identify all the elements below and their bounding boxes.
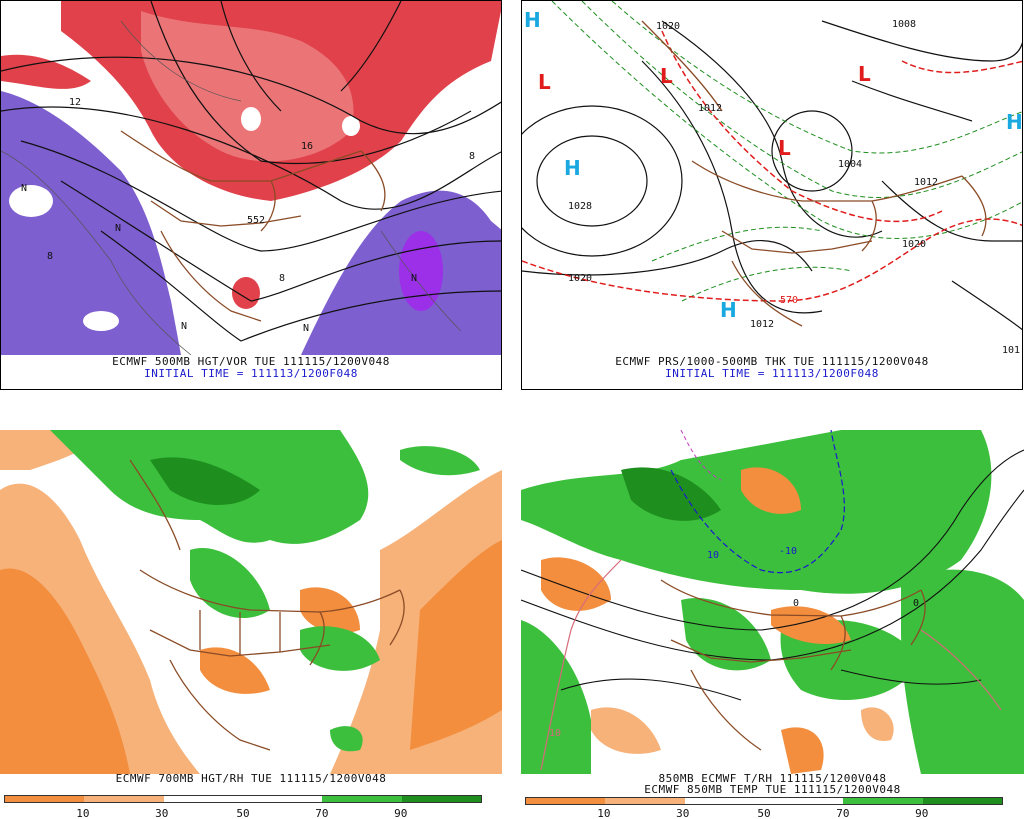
- panel-pressure-thickness: H H H H L L L L 1020 1028 1020 1012 1004…: [521, 0, 1023, 390]
- isobar-label: 1012: [750, 319, 774, 330]
- high-pressure-symbol: H: [564, 156, 581, 180]
- isobar-label: 1028: [568, 201, 592, 212]
- low-pressure-symbol: L: [858, 62, 871, 86]
- isobar-label: 1008: [892, 19, 916, 30]
- high-pressure-symbol: H: [1006, 110, 1023, 134]
- contour-label: 8: [279, 273, 285, 284]
- rh-colorbar: [4, 795, 482, 803]
- panel-850mb-temp-rh: 10 -10 10 0 0 850MB ECMWF T/RH 111115/12…: [521, 430, 1024, 819]
- temp-contour-label: -10: [779, 546, 797, 557]
- colorbar-tick: 50: [757, 807, 771, 819]
- contour-label: N: [181, 321, 187, 332]
- colorbar-tick: 10: [597, 807, 611, 819]
- rh-colorbar: [525, 797, 1003, 805]
- contour-label: 8: [469, 151, 475, 162]
- low-pressure-symbol: L: [778, 136, 791, 160]
- temp-contour-label: 0: [793, 598, 799, 609]
- colorbar-tick: 30: [676, 807, 690, 819]
- panel-700mb-rh: ECMWF 700MB HGT/RH TUE 111115/1200V048 1…: [0, 430, 502, 819]
- isobar-label: 101: [1002, 345, 1020, 355]
- negative-vorticity-area: [1, 91, 181, 355]
- temp-contour-label: 0: [913, 598, 919, 609]
- low-pressure-symbol: L: [538, 70, 551, 94]
- isobar-label: 1020: [902, 239, 926, 250]
- colorbar-tick: 90: [394, 807, 408, 819]
- pressure-thickness-map: H H H H L L L L 1020 1028 1020 1012 1004…: [522, 1, 1023, 355]
- vorticity-map: 552 8 8 8 12 16 N N N N N: [1, 1, 501, 355]
- contour-label: 16: [301, 141, 313, 152]
- panel-500mb-vorticity: 552 8 8 8 12 16 N N N N N ECMWF 500MB HG…: [0, 0, 502, 390]
- high-pressure-symbol: H: [524, 8, 541, 32]
- moist-area: [521, 430, 992, 594]
- contour-label: 12: [69, 97, 81, 108]
- colorbar-tick: 50: [236, 807, 250, 819]
- caption-pressure-thickness: ECMWF PRS/1000-500MB THK TUE 111115/1200…: [615, 355, 929, 368]
- rh-700mb-map: [0, 430, 502, 774]
- temp-rh-850mb-map: 10 -10 10 0 0: [521, 430, 1024, 774]
- low-pressure-symbol: L: [660, 64, 673, 88]
- temp-contour-label: 10: [549, 728, 561, 739]
- initial-time-pressure-thickness: INITIAL TIME = 111113/1200F048: [665, 367, 879, 380]
- colorbar-tick: 70: [836, 807, 850, 819]
- contour-label: N: [411, 273, 417, 284]
- contour-label: 8: [47, 251, 53, 262]
- contour-label: N: [21, 183, 27, 194]
- caption-700mb: ECMWF 700MB HGT/RH TUE 111115/1200V048: [115, 772, 387, 785]
- isobar-label: 1020: [568, 273, 592, 284]
- caption-850mb-trh: 850MB ECMWF T/RH 111115/1200V048: [658, 772, 887, 785]
- thickness-label: 570: [780, 295, 798, 306]
- isobar-label: 1004: [838, 159, 862, 170]
- contour-label: N: [115, 223, 121, 234]
- caption-500mb: ECMWF 500MB HGT/VOR TUE 111115/1200V048: [112, 355, 390, 368]
- isobar-label: 1012: [698, 103, 722, 114]
- isobar-label: 1020: [656, 21, 680, 32]
- contour-label: 552: [247, 215, 265, 226]
- contour-label: N: [303, 323, 309, 334]
- dry-area: [541, 557, 611, 611]
- high-pressure-symbol: H: [720, 298, 737, 322]
- colorbar-tick: 70: [315, 807, 329, 819]
- isobar-label: 1012: [914, 177, 938, 188]
- rh-colorbar-ticks: 10 30 50 70 90: [525, 807, 1003, 819]
- caption-850mb-temp: ECMWF 850MB TEMP TUE 111115/1200V048: [644, 783, 901, 796]
- initial-time-500mb: INITIAL TIME = 111113/1200F048: [144, 367, 358, 380]
- colorbar-tick: 30: [155, 807, 169, 819]
- colorbar-tick: 90: [915, 807, 929, 819]
- colorbar-tick: 10: [76, 807, 90, 819]
- rh-colorbar-ticks: 10 30 50 70 90: [4, 807, 482, 819]
- temp-contour-label: 10: [707, 550, 719, 561]
